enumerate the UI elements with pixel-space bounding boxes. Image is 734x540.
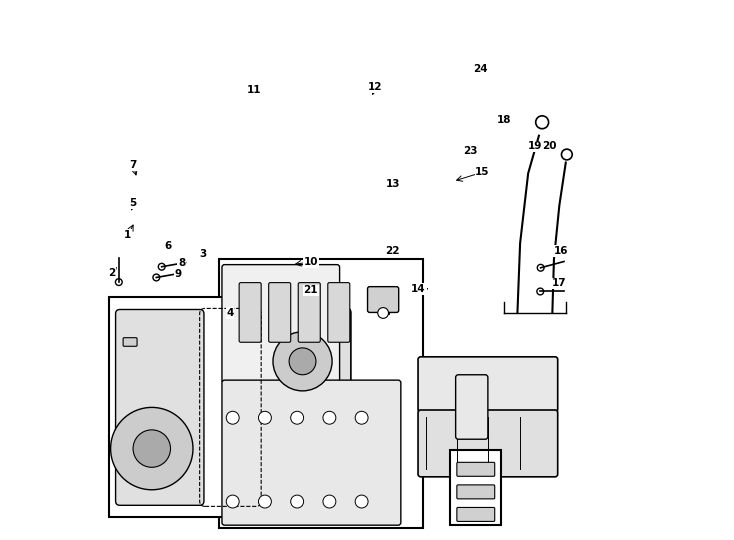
FancyBboxPatch shape <box>457 508 495 522</box>
Circle shape <box>226 495 239 508</box>
Text: 3: 3 <box>200 249 207 259</box>
FancyBboxPatch shape <box>239 282 261 342</box>
Circle shape <box>289 348 316 375</box>
Circle shape <box>258 411 272 424</box>
FancyBboxPatch shape <box>450 450 501 525</box>
FancyBboxPatch shape <box>298 282 320 342</box>
Text: 4: 4 <box>226 308 233 318</box>
Circle shape <box>258 495 272 508</box>
Text: 16: 16 <box>554 246 569 256</box>
FancyBboxPatch shape <box>457 485 495 499</box>
Text: 22: 22 <box>385 246 400 256</box>
FancyBboxPatch shape <box>123 338 137 346</box>
Text: 21: 21 <box>303 286 318 295</box>
Text: 9: 9 <box>175 269 181 279</box>
FancyBboxPatch shape <box>222 265 340 383</box>
Text: 7: 7 <box>130 160 137 170</box>
FancyBboxPatch shape <box>269 282 291 342</box>
Circle shape <box>111 407 193 490</box>
FancyBboxPatch shape <box>109 297 254 517</box>
Circle shape <box>562 149 573 160</box>
FancyBboxPatch shape <box>418 410 558 477</box>
Circle shape <box>323 495 336 508</box>
Circle shape <box>355 411 368 424</box>
Text: 23: 23 <box>463 146 477 156</box>
Text: 2: 2 <box>108 268 115 278</box>
FancyBboxPatch shape <box>328 282 350 342</box>
FancyBboxPatch shape <box>222 380 401 525</box>
Text: 17: 17 <box>552 279 567 288</box>
Circle shape <box>291 411 304 424</box>
FancyBboxPatch shape <box>418 357 558 412</box>
Circle shape <box>323 411 336 424</box>
Text: 24: 24 <box>473 64 488 73</box>
FancyBboxPatch shape <box>456 375 488 439</box>
FancyBboxPatch shape <box>368 287 399 313</box>
Text: 15: 15 <box>475 167 490 177</box>
Circle shape <box>536 116 548 129</box>
Text: 13: 13 <box>385 179 400 189</box>
Text: 14: 14 <box>411 284 426 294</box>
Text: 5: 5 <box>130 198 137 208</box>
Text: 19: 19 <box>528 141 542 151</box>
Text: 18: 18 <box>497 114 512 125</box>
FancyBboxPatch shape <box>219 259 424 528</box>
Text: 1: 1 <box>124 230 131 240</box>
Circle shape <box>273 332 332 391</box>
FancyBboxPatch shape <box>115 309 204 505</box>
Text: 20: 20 <box>542 141 557 151</box>
Circle shape <box>378 308 388 319</box>
Text: 6: 6 <box>164 241 172 251</box>
Text: 10: 10 <box>303 257 318 267</box>
Circle shape <box>291 495 304 508</box>
Text: 8: 8 <box>178 258 185 268</box>
Circle shape <box>355 495 368 508</box>
Text: 11: 11 <box>247 85 261 95</box>
Circle shape <box>226 411 239 424</box>
Text: 12: 12 <box>368 82 382 92</box>
FancyBboxPatch shape <box>254 308 351 426</box>
Circle shape <box>133 430 170 467</box>
FancyBboxPatch shape <box>457 462 495 476</box>
